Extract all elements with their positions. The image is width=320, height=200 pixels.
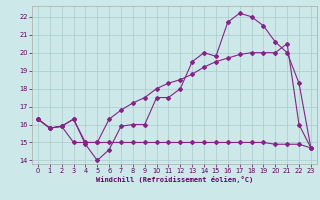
X-axis label: Windchill (Refroidissement éolien,°C): Windchill (Refroidissement éolien,°C) bbox=[96, 176, 253, 183]
